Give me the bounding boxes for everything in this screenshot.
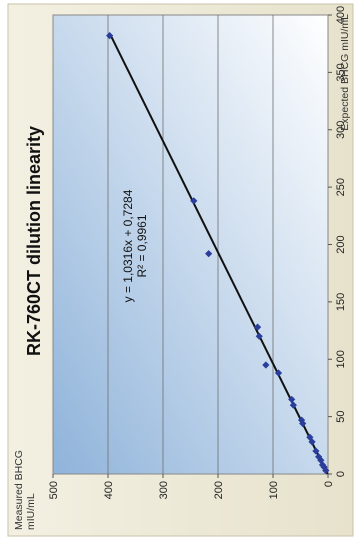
x-tick-label: 100: [335, 350, 347, 368]
data-point: [205, 250, 213, 258]
y-axis-ticks: 0 100 200 300 400 500: [48, 474, 335, 499]
data-point: [255, 332, 263, 340]
x-tick-label: 350: [335, 63, 347, 81]
r-squared-label: R² = 0,9961: [135, 214, 149, 277]
data-point: [274, 369, 283, 377]
x-axis-label: Expected BHCG mIU/mL: [339, 14, 351, 131]
trendline-equation: y = 1,0316x + 0,7284: [121, 189, 135, 302]
grid-lines: [107, 15, 274, 474]
y-axis-label: Measured BHCGmIU/mL: [13, 450, 37, 530]
x-axis-ticks: 0 50 100 150 200 250 300 350 400: [328, 6, 347, 477]
x-tick-label: 250: [335, 178, 347, 196]
x-tick-label: 200: [335, 235, 347, 253]
y-tick-label: 300: [158, 481, 170, 499]
data-point: [106, 32, 114, 40]
y-tick-label: 0: [323, 481, 335, 487]
data-point: [298, 416, 306, 424]
y-tick-label: 100: [268, 481, 280, 499]
x-tick-label: 300: [335, 121, 347, 139]
x-tick-label: 150: [335, 293, 347, 311]
y-tick-label: 500: [48, 481, 60, 499]
x-tick-label: 400: [335, 6, 347, 24]
y-tick-label: 400: [103, 481, 115, 499]
plot-area: [52, 14, 329, 475]
data-point: [312, 447, 320, 455]
data-point: [190, 197, 198, 205]
y-tick-label: 200: [213, 481, 225, 499]
data-point: [317, 456, 325, 464]
data-point: [262, 361, 270, 369]
x-tick-label: 0: [335, 471, 347, 477]
data-point: [306, 433, 314, 441]
data-point: [320, 463, 328, 471]
chart-title: RK-760CT dilution linearity: [24, 126, 44, 356]
data-point: [315, 453, 323, 461]
data-point: [289, 401, 297, 409]
x-tick-label: 50: [335, 411, 347, 423]
